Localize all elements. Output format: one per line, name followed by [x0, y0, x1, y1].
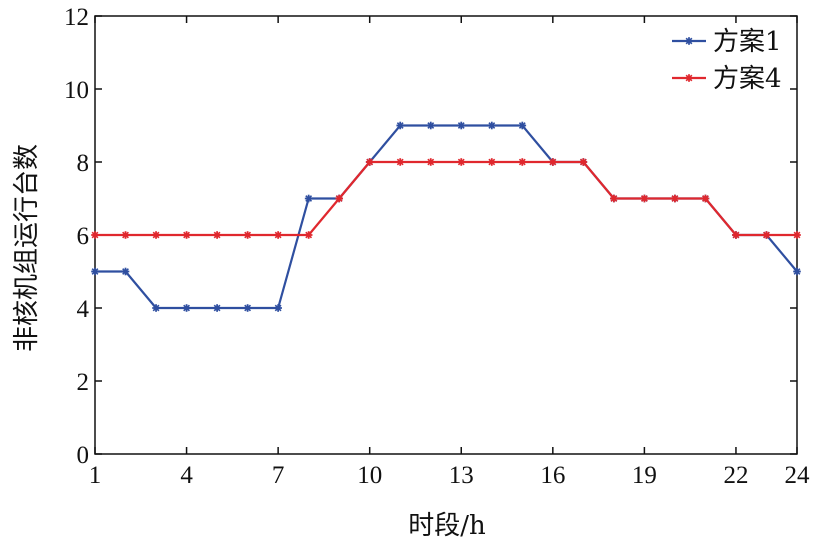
data-point: [793, 267, 801, 276]
x-tick-label: 1: [89, 462, 102, 489]
data-point: [426, 121, 435, 130]
legend-entry: 方案4: [672, 64, 782, 94]
data-point: [610, 194, 618, 203]
x-tick-label: 13: [449, 462, 474, 489]
data-point: [793, 231, 801, 239]
data-point: [152, 304, 160, 312]
data-point: [487, 121, 496, 130]
y-tick-label: 10: [64, 77, 89, 104]
series-line: [95, 124, 798, 310]
data-point: [335, 194, 343, 203]
y-tick-label: 8: [77, 150, 90, 177]
data-point: [396, 158, 405, 166]
series-layer: [91, 121, 801, 312]
legend-marker: [685, 74, 693, 82]
legend-marker: [685, 37, 693, 45]
data-point: [396, 121, 405, 130]
x-tick-label: 24: [785, 462, 811, 489]
data-point: [121, 231, 130, 239]
series-line: [95, 160, 797, 237]
y-tick-label: 6: [77, 223, 90, 250]
data-point: [243, 231, 252, 239]
data-point: [274, 231, 282, 239]
x-tick-label: 4: [180, 462, 193, 489]
data-point: [365, 158, 374, 166]
y-tick-label: 12: [64, 4, 89, 31]
y-tick-label: 4: [77, 296, 90, 323]
data-point: [732, 231, 740, 239]
axis-ticks: [94, 15, 798, 455]
data-point: [457, 158, 466, 166]
data-point: [182, 231, 191, 239]
data-point: [549, 158, 557, 166]
data-point: [91, 231, 99, 239]
y-tick-label: 0: [77, 442, 90, 469]
data-point: [121, 267, 130, 276]
data-point: [579, 158, 588, 166]
x-tick-label: 7: [272, 462, 285, 489]
data-point: [518, 121, 527, 130]
data-point: [213, 304, 221, 312]
y-tick-label: 2: [77, 369, 90, 396]
x-tick-label: 10: [357, 462, 382, 489]
data-point: [701, 194, 710, 203]
y-axis-title: 非核机组运行台数: [12, 144, 42, 352]
data-point: [213, 231, 221, 239]
data-point: [640, 194, 649, 203]
data-point: [518, 158, 527, 166]
data-point: [457, 121, 466, 130]
data-point: [487, 158, 496, 166]
data-point: [426, 158, 435, 166]
legend-label: 方案1: [713, 27, 782, 57]
data-point: [762, 231, 771, 239]
data-point: [671, 194, 679, 203]
x-tick-label: 22: [723, 462, 748, 489]
series-2: [91, 158, 801, 239]
x-tick-label: 19: [632, 462, 657, 489]
legend-label: 方案4: [713, 64, 782, 94]
x-axis-title: 时段/h: [408, 511, 486, 541]
series-1: [91, 121, 801, 312]
data-point: [91, 267, 99, 276]
data-point: [152, 231, 160, 239]
legend-entry: 方案1: [672, 27, 782, 57]
data-point: [243, 304, 252, 312]
data-point: [182, 304, 191, 312]
data-point: [274, 304, 282, 312]
data-point: [304, 194, 313, 203]
x-tick-label: 16: [540, 462, 565, 489]
y-axis-title-group: 非核机组运行台数: [12, 144, 42, 352]
data-point: [304, 231, 313, 239]
